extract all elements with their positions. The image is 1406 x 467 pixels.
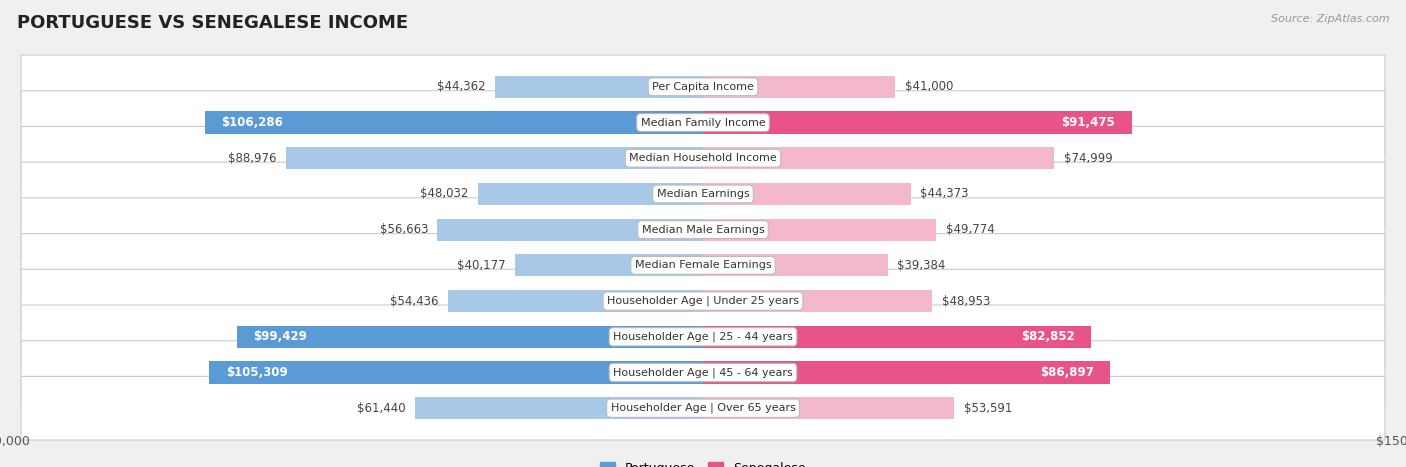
- Bar: [703, 255, 887, 276]
- Bar: [285, 147, 703, 170]
- Text: $61,440: $61,440: [357, 402, 406, 415]
- Legend: Portuguese, Senegalese: Portuguese, Senegalese: [595, 457, 811, 467]
- FancyBboxPatch shape: [21, 305, 1385, 368]
- Bar: [238, 325, 703, 348]
- Text: Median Family Income: Median Family Income: [641, 118, 765, 127]
- Bar: [703, 397, 955, 419]
- Text: $53,591: $53,591: [963, 402, 1012, 415]
- FancyBboxPatch shape: [21, 269, 1385, 333]
- Text: $74,999: $74,999: [1064, 152, 1112, 165]
- Text: $48,953: $48,953: [942, 295, 990, 308]
- Text: $44,373: $44,373: [921, 187, 969, 200]
- Bar: [495, 76, 703, 98]
- Text: $49,774: $49,774: [946, 223, 994, 236]
- Bar: [437, 219, 703, 241]
- Text: Householder Age | Under 25 years: Householder Age | Under 25 years: [607, 296, 799, 306]
- FancyBboxPatch shape: [21, 234, 1385, 297]
- Text: $105,309: $105,309: [226, 366, 288, 379]
- Text: Householder Age | 45 - 64 years: Householder Age | 45 - 64 years: [613, 367, 793, 378]
- Bar: [703, 361, 1111, 383]
- Bar: [205, 112, 703, 134]
- FancyBboxPatch shape: [21, 376, 1385, 440]
- Text: Source: ZipAtlas.com: Source: ZipAtlas.com: [1271, 14, 1389, 24]
- Bar: [703, 112, 1132, 134]
- Bar: [515, 255, 703, 276]
- Text: $54,436: $54,436: [389, 295, 439, 308]
- FancyBboxPatch shape: [21, 91, 1385, 154]
- Text: $106,286: $106,286: [221, 116, 283, 129]
- Text: $88,976: $88,976: [228, 152, 277, 165]
- FancyBboxPatch shape: [21, 341, 1385, 404]
- Bar: [478, 183, 703, 205]
- Text: Median Male Earnings: Median Male Earnings: [641, 225, 765, 234]
- FancyBboxPatch shape: [21, 162, 1385, 226]
- Text: $39,384: $39,384: [897, 259, 945, 272]
- Bar: [415, 397, 703, 419]
- FancyBboxPatch shape: [21, 55, 1385, 119]
- Text: $48,032: $48,032: [420, 187, 468, 200]
- Text: Per Capita Income: Per Capita Income: [652, 82, 754, 92]
- Text: PORTUGUESE VS SENEGALESE INCOME: PORTUGUESE VS SENEGALESE INCOME: [17, 14, 408, 32]
- Bar: [703, 219, 936, 241]
- Text: $82,852: $82,852: [1021, 330, 1076, 343]
- Text: $91,475: $91,475: [1062, 116, 1115, 129]
- Text: Median Household Income: Median Household Income: [628, 153, 778, 163]
- Text: $41,000: $41,000: [904, 80, 953, 93]
- Bar: [703, 290, 932, 312]
- Bar: [449, 290, 703, 312]
- Text: $86,897: $86,897: [1040, 366, 1094, 379]
- Text: Median Female Earnings: Median Female Earnings: [634, 261, 772, 270]
- Text: $99,429: $99,429: [253, 330, 308, 343]
- FancyBboxPatch shape: [21, 127, 1385, 190]
- Text: Householder Age | Over 65 years: Householder Age | Over 65 years: [610, 403, 796, 413]
- Text: Householder Age | 25 - 44 years: Householder Age | 25 - 44 years: [613, 332, 793, 342]
- Bar: [703, 147, 1054, 170]
- FancyBboxPatch shape: [21, 198, 1385, 262]
- Bar: [703, 325, 1091, 348]
- Text: $56,663: $56,663: [380, 223, 427, 236]
- Bar: [703, 183, 911, 205]
- Bar: [703, 76, 896, 98]
- Text: $44,362: $44,362: [437, 80, 485, 93]
- Text: Median Earnings: Median Earnings: [657, 189, 749, 199]
- Text: $40,177: $40,177: [457, 259, 505, 272]
- Bar: [209, 361, 703, 383]
